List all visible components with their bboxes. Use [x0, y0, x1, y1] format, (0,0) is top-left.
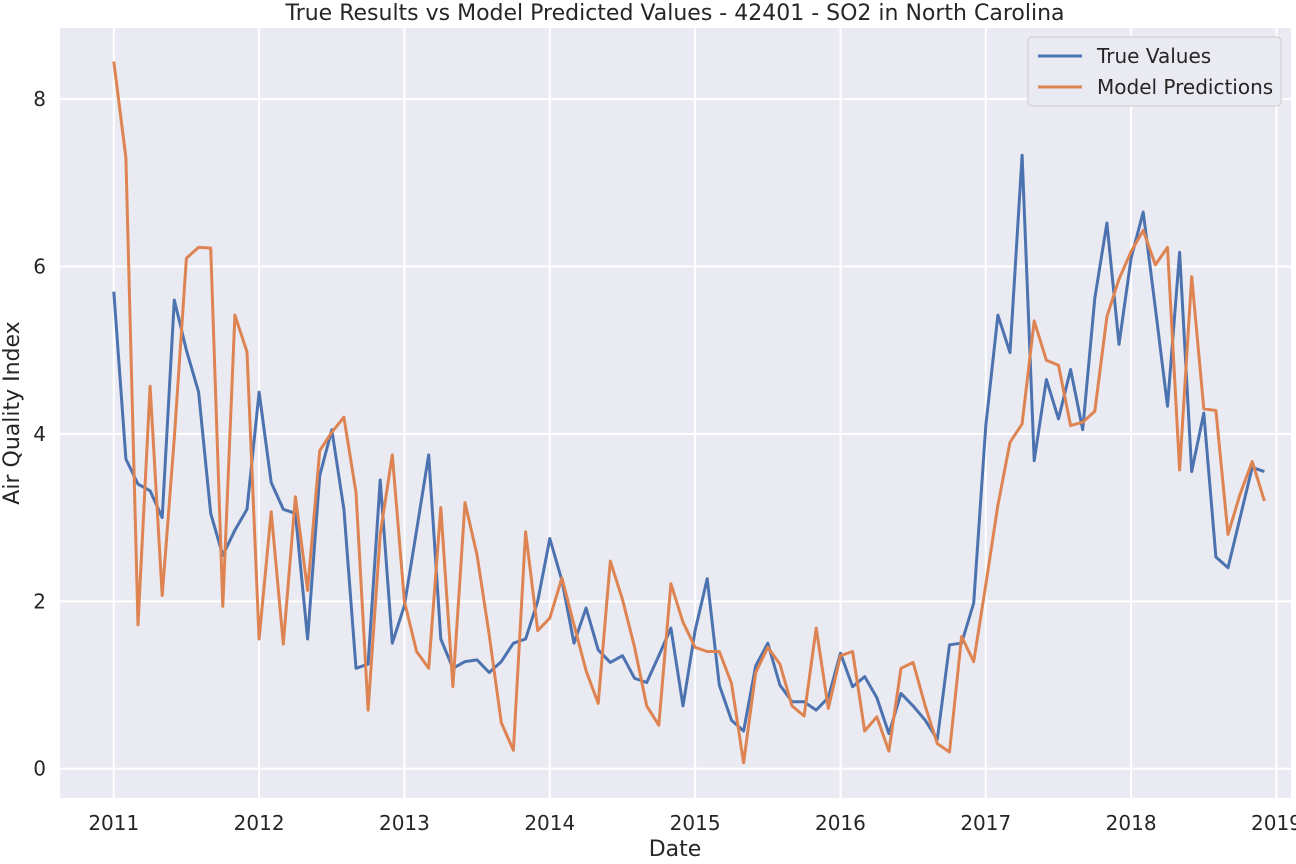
series-layer	[112, 61, 1266, 765]
chart-title: True Results vs Model Predicted Values -…	[284, 1, 1064, 26]
x-axis-label: Date	[649, 837, 702, 862]
legend-box	[1027, 36, 1282, 107]
legend-label-true-values: True Values	[1096, 44, 1211, 68]
x-tick-label: 2014	[524, 811, 575, 835]
x-tick-label: 2016	[815, 811, 866, 835]
y-tick-label: 8	[33, 87, 46, 111]
x-tick-label: 2011	[88, 811, 139, 835]
plot-background	[60, 28, 1291, 798]
x-tick-label: 2013	[379, 811, 430, 835]
y-tick-labels: 0 2 4 6 8	[33, 87, 46, 781]
series-line-true-values	[112, 153, 1265, 741]
series-line-model-predictions	[112, 61, 1266, 765]
y-tick-label: 6	[33, 255, 46, 279]
x-tick-labels: 2011 2012 2013 2014 2015 2016 2017 2018 2019	[88, 811, 1296, 835]
y-tick-label: 4	[33, 422, 46, 446]
y-axis-label: Air Quality Index	[0, 321, 25, 504]
x-tick-label: 2012	[234, 811, 285, 835]
y-tick-label: 0	[33, 757, 46, 781]
x-tick-label: 2019	[1251, 811, 1296, 835]
x-tick-label: 2017	[960, 811, 1011, 835]
legend-label-model-predictions: Model Predictions	[1097, 75, 1273, 99]
x-tick-label: 2018	[1106, 811, 1157, 835]
x-tick-label: 2015	[670, 811, 721, 835]
y-tick-label: 2	[33, 589, 46, 613]
legend: True Values Model Predictions	[1027, 36, 1282, 107]
